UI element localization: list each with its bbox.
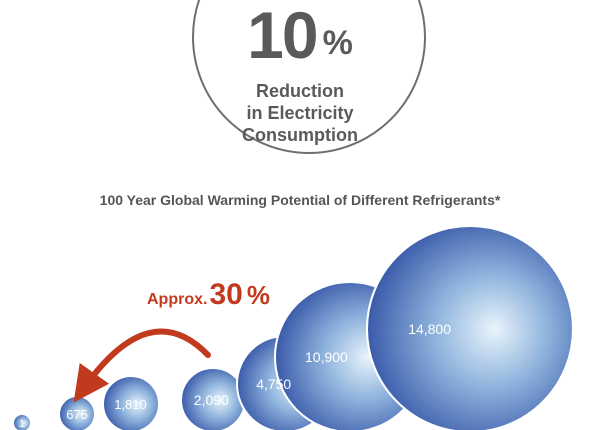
bubble-label-7: 14,800 [408,321,451,337]
reduction-arrow [73,328,211,403]
bubble-1 [12,413,32,430]
bubble-label-3: 1,810 [114,397,147,412]
bubble-label-1: 1 [19,418,25,430]
annotation-value: 30 [209,278,243,311]
annotation-prefix: Approx. [147,291,208,308]
headline-value: 10 [247,0,318,72]
chart-title: 100 Year Global Warming Potential of Dif… [99,192,501,208]
reduction-annotation: Approx.30% [147,280,270,310]
bubble-7 [366,225,574,430]
bubble-label-4: 2,090 [194,392,229,408]
annotation-unit: % [246,280,270,310]
bubble-3 [102,375,160,430]
headline-line-3: Consumption [242,125,358,145]
headline-line-2: in Electricity [246,103,354,123]
bubble-label-2: 675 [66,407,88,422]
headline-percentage: 10% [0,2,600,68]
headline-line-1: Reduction [256,81,344,101]
headline-unit: % [322,24,353,62]
bubble-label-6: 10,900 [305,349,348,365]
bubble-label-5: 4,750 [256,376,291,392]
